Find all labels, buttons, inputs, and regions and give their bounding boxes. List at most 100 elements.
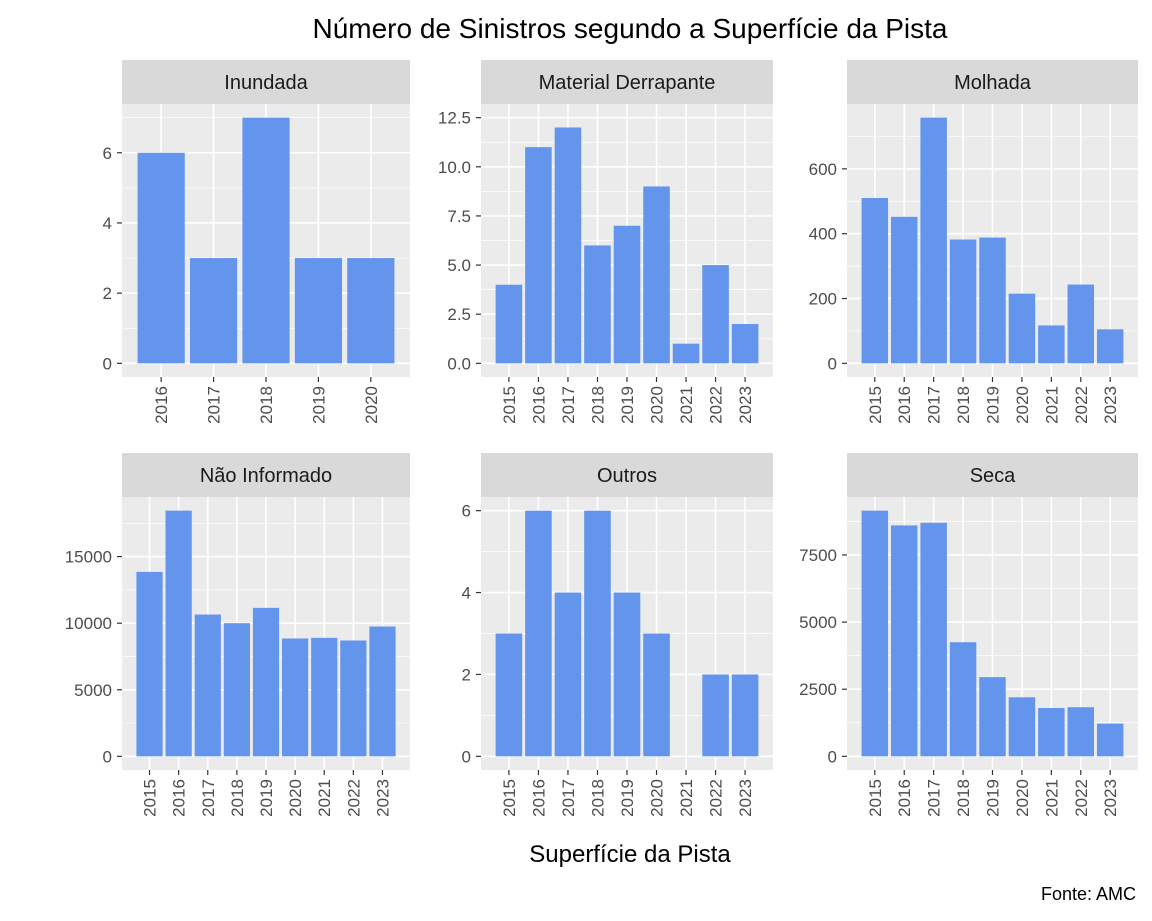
x-tick-label: 2016 [529,779,548,817]
y-tick-label: 200 [809,290,837,309]
x-tick-label: 2017 [925,386,944,424]
bar-material-derrapante-2021 [672,343,700,364]
bar-material-derrapante-2020 [643,186,670,364]
x-tick-label: 2019 [309,386,328,424]
x-tick-label: 2016 [529,386,548,424]
facet-strip-label: Outros [597,465,657,487]
y-tick-label: 0 [103,747,112,766]
facet-strip [481,60,773,104]
x-tick-label: 2018 [954,386,973,424]
x-tick-label: 2021 [677,779,696,817]
bar-molhada-2015 [861,198,889,364]
bar-outros-2015 [495,633,523,757]
facet-strip [481,453,773,497]
x-tick-label: 2017 [205,386,224,424]
bar-material-derrapante-2019 [613,225,641,364]
x-tick-label: 2023 [736,386,755,424]
facet-strip-label: Seca [970,465,1016,487]
x-tick-label: 2017 [559,386,578,424]
bar-material-derrapante-2022 [702,265,729,364]
x-tick-label: 2018 [588,779,607,817]
x-tick-label: 2020 [1013,386,1032,424]
bar-inundada-2019 [294,258,343,364]
x-tick-label: 2017 [925,779,944,817]
facet-seca: Seca 0 2500 5000 7500 2015 2016 2017 2018 2019 202… [799,453,1138,817]
bar-inundada-2017 [189,258,238,364]
bar-molhada-2018 [949,239,977,364]
x-tick-label: 2021 [315,779,334,817]
x-tick-label: 2016 [895,386,914,424]
bar-material-derrapante-2015 [495,284,523,364]
bar-outros-2016 [525,510,552,757]
bar-material-derrapante-2016 [525,147,552,364]
bar-seca-2016 [890,525,918,757]
y-tick-label: 5000 [799,613,837,632]
bar-molhada-2021 [1038,325,1065,364]
y-tick-label: 10.0 [438,158,471,177]
x-axis-label: Superfície da Pista [529,841,731,868]
y-tick-label: 600 [809,160,837,179]
bar-seca-2020 [1008,697,1036,757]
bar-seca-2021 [1038,708,1065,757]
facet-nao-informado: Não Informado 0 5000 10000 15000 2015 2016 2017… [65,453,410,817]
bar-molhada-2017 [920,117,947,364]
x-tick-label: 2019 [257,779,276,817]
chart-title: Número de Sinistros segundo a Superfície… [312,13,947,44]
bar-molhada-2023 [1096,329,1124,364]
x-tick-label: 2020 [362,386,381,424]
x-tick-label: 2015 [866,779,885,817]
x-tick-label: 2021 [677,386,696,424]
bar-nao-informado-2023 [369,626,396,757]
x-tick-label: 2015 [500,779,519,817]
y-tick-label: 12.5 [438,109,471,128]
bar-seca-2017 [920,522,947,757]
y-tick-label: 0 [828,747,837,766]
x-tick-label: 2023 [1101,386,1120,424]
x-tick-label: 2020 [648,386,667,424]
facet-molhada: Molhada 0 200 400 600 2015 2016 2017 2018 2019 202… [809,60,1138,424]
x-tick-label: 2018 [954,779,973,817]
y-tick-label: 0 [462,747,471,766]
y-tick-label: 15000 [65,548,112,567]
x-tick-label: 2022 [1072,779,1091,817]
facet-strip-label: Não Informado [200,465,332,487]
bar-seca-2015 [861,510,889,757]
bar-inundada-2016 [137,152,185,364]
bar-inundada-2018 [242,117,290,364]
x-tick-label: 2019 [618,386,637,424]
y-tick-label: 6 [103,144,112,163]
x-tick-label: 2016 [152,386,171,424]
y-tick-label: 2500 [799,680,837,699]
y-tick-label: 7500 [799,546,837,565]
x-tick-label: 2019 [618,779,637,817]
x-tick-label: 2015 [866,386,885,424]
x-tick-label: 2020 [286,779,305,817]
facet-outros: Outros 0 2 4 6 2015 2016 2017 2018 2019 2020 2021 20… [462,453,773,817]
bar-nao-informado-2022 [340,640,367,757]
x-tick-label: 2016 [895,779,914,817]
facet-inundada: Inundada 0 2 4 6 2016 2017 2018 2019 2020 [103,60,410,424]
bar-outros-2022 [702,674,729,757]
y-tick-label: 4 [103,214,112,233]
x-tick-label: 2018 [588,386,607,424]
y-tick-label: 6 [462,502,471,521]
facet-material-derrapante: Material Derrapante 0.0 2.5 5.0 7.5 10.0 12.5 2… [438,60,773,424]
bar-molhada-2016 [890,216,918,364]
x-tick-label: 2022 [707,779,726,817]
y-tick-label: 10000 [65,614,112,633]
bar-molhada-2022 [1067,284,1095,364]
x-tick-label: 2021 [1042,386,1061,424]
bar-molhada-2019 [979,237,1006,364]
bar-molhada-2020 [1008,293,1036,364]
bar-material-derrapante-2017 [554,127,582,364]
x-tick-label: 2020 [648,779,667,817]
facet-strip-label: Material Derrapante [539,72,716,94]
y-tick-label: 5.0 [447,256,471,275]
bar-inundada-2020 [347,258,395,364]
bar-seca-2022 [1067,707,1095,757]
x-tick-label: 2015 [500,386,519,424]
facet-strip [122,60,410,104]
facet-strip [847,60,1138,104]
